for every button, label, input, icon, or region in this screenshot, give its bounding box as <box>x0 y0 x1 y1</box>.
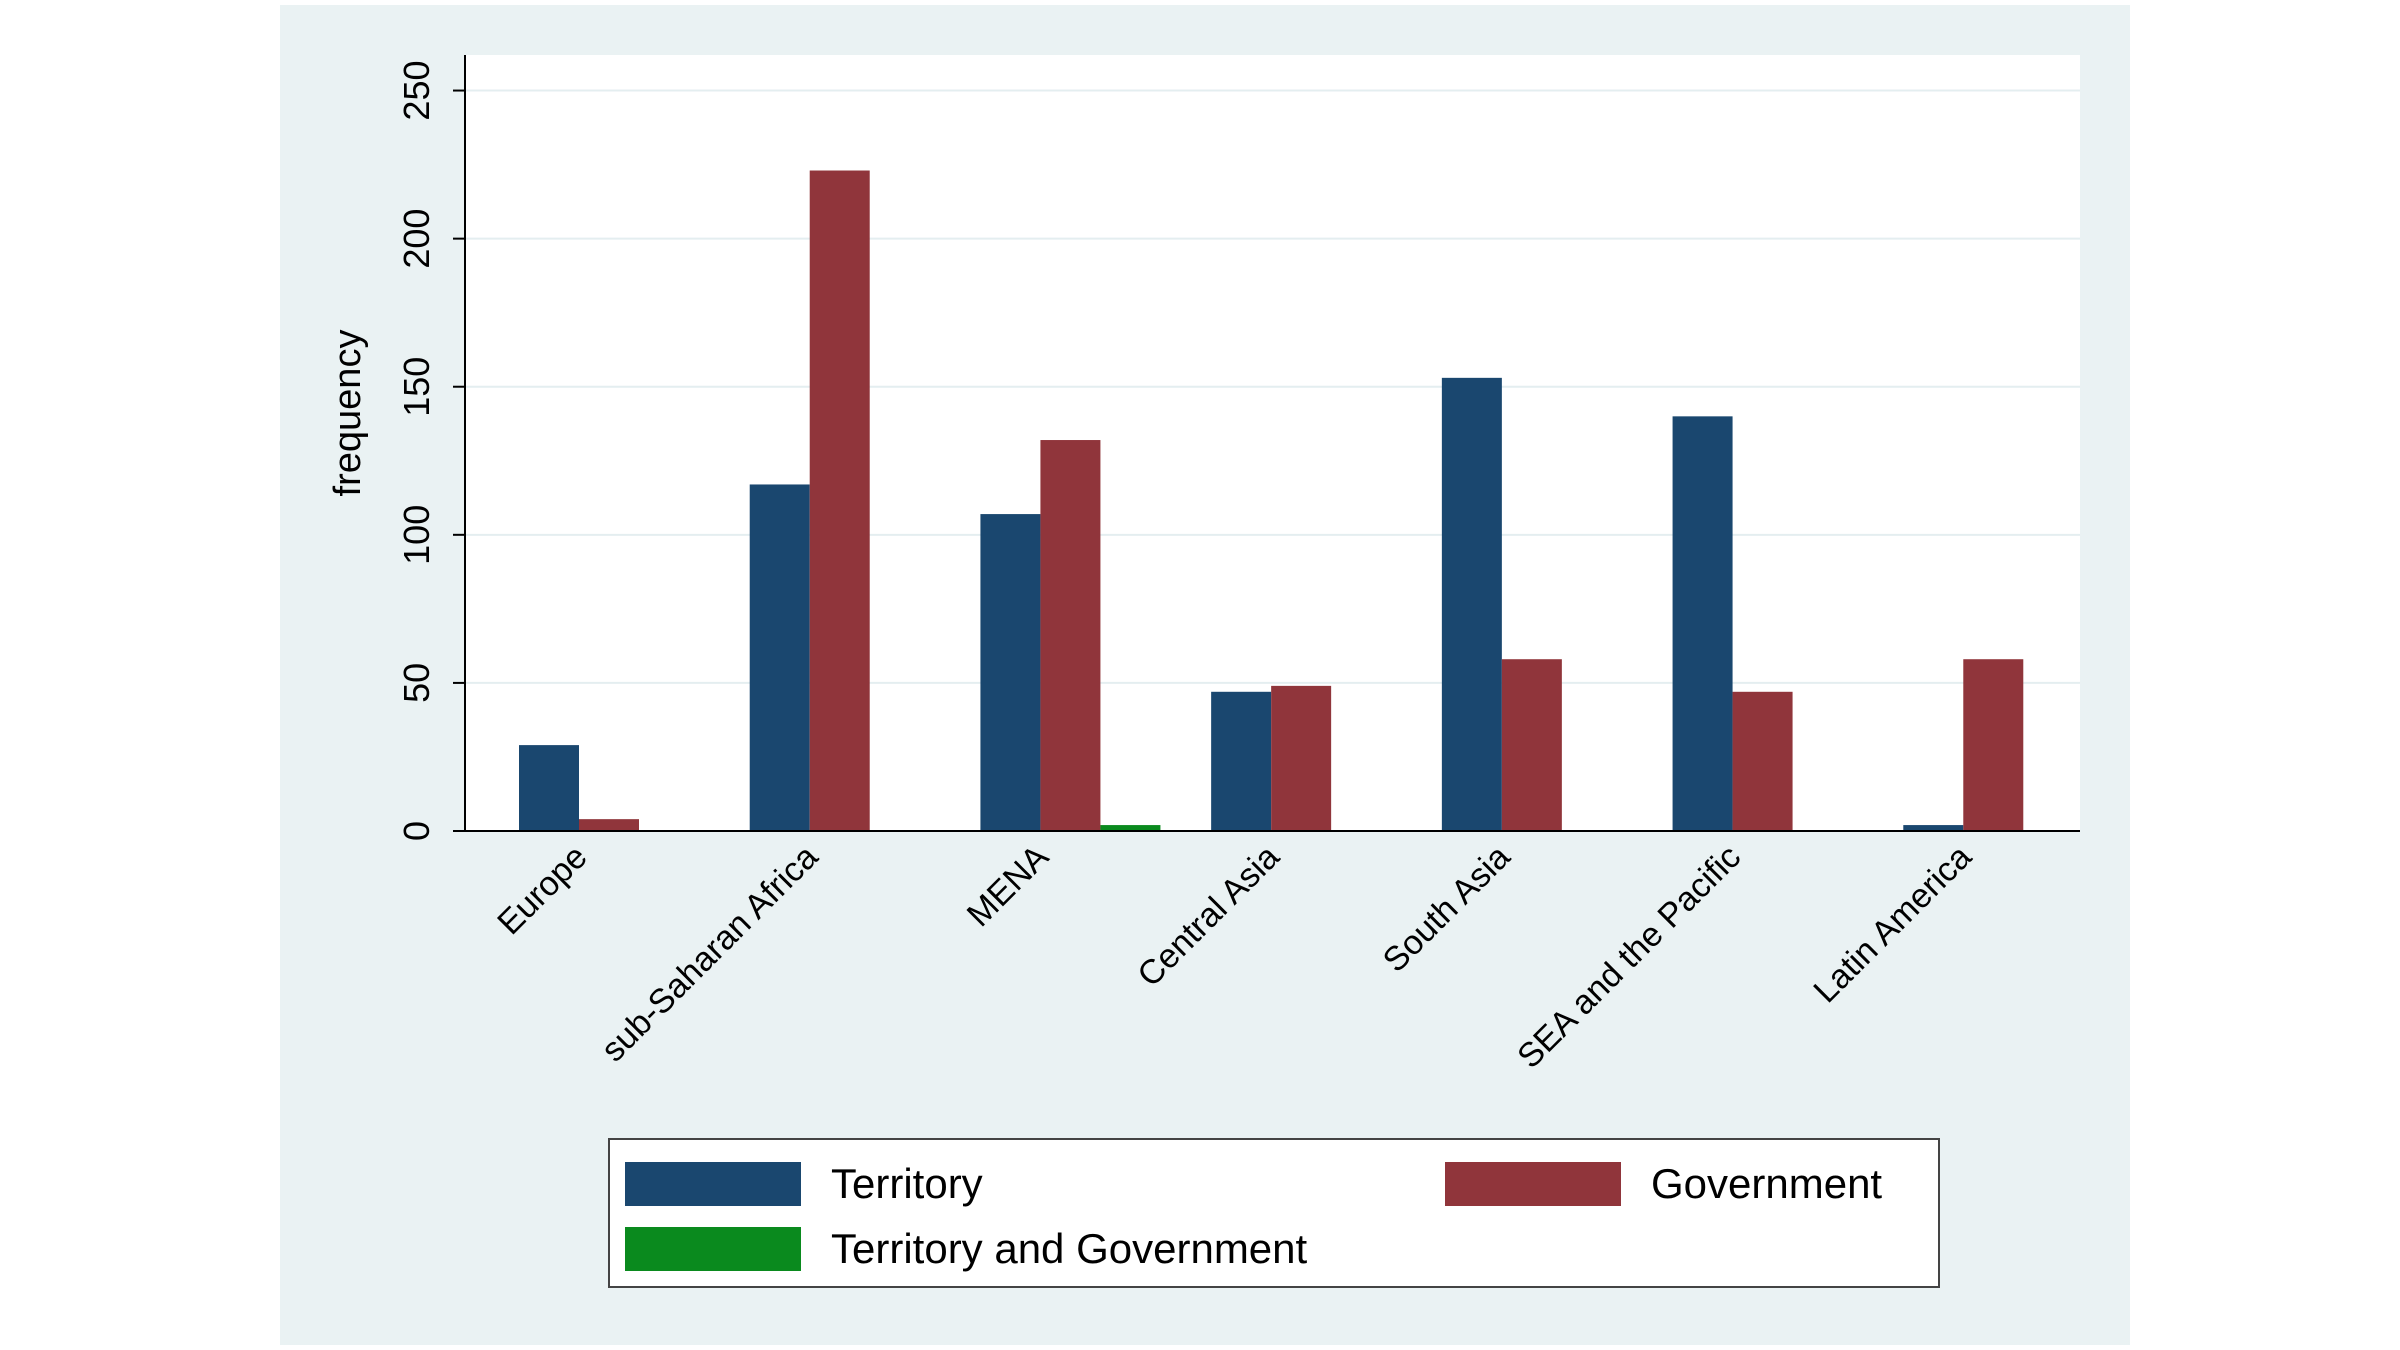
bar-chart: 0 50 100 150 200 250 Europe sub-Saharan Africa M… <box>327 55 2080 1076</box>
legend-swatch-territory-and-government <box>625 1227 801 1271</box>
category-label-central-asia: Central Asia <box>1130 838 1287 995</box>
bar-territory-central-asia <box>1211 691 1272 831</box>
category-label-europe: Europe <box>490 838 594 942</box>
legend-swatch-territory <box>625 1162 801 1206</box>
legend-label-territory: Territory <box>831 1160 983 1207</box>
bar-territory-europe <box>519 745 579 831</box>
legend-label-territory-and-government: Territory and Government <box>831 1225 1308 1272</box>
bar-government-europe <box>579 819 639 831</box>
legend-item-territory-and-government: Territory and Government <box>625 1225 1307 1273</box>
bar-territory-mena <box>980 514 1041 831</box>
y-tick-label-150: 150 <box>396 357 437 417</box>
y-tick-label-200: 200 <box>396 209 437 269</box>
bar-territory-latin-america <box>1903 825 1964 831</box>
y-tick-label-100: 100 <box>396 505 437 565</box>
bar-government-sea-and-the-pacific <box>1732 691 1793 831</box>
category-label-south-asia: South Asia <box>1376 838 1518 980</box>
y-tick-label-0: 0 <box>396 821 437 841</box>
bar-government-central-asia <box>1271 685 1332 831</box>
bar-government-mena <box>1040 440 1101 831</box>
y-tick-label-250: 250 <box>396 61 437 121</box>
y-tick-label-50: 50 <box>396 663 437 703</box>
category-label-latin-america: Latin America <box>1806 838 1979 1011</box>
bar-government-latin-america <box>1963 659 2024 831</box>
legend-swatch-government <box>1445 1162 1621 1206</box>
chart-figure: 0 50 100 150 200 250 Europe sub-Saharan Africa M… <box>280 5 2130 1345</box>
bar-territory-and-government-mena <box>1100 825 1161 831</box>
bar-territory-south-asia <box>1441 377 1502 831</box>
category-label-mena: MENA <box>960 838 1057 935</box>
y-axis-label: frequency <box>327 330 369 497</box>
category-label-sub-saharan-africa: sub-Saharan Africa <box>594 838 825 1069</box>
bar-territory-sub-saharan-africa <box>749 484 810 831</box>
category-label-sea-and-the-pacific: SEA and the Pacific <box>1510 838 1748 1076</box>
legend-item-government: Government <box>1445 1160 1882 1208</box>
legend: Territory Government Territory and Gover… <box>608 1138 1940 1288</box>
bar-government-south-asia <box>1501 659 1562 831</box>
bar-territory-sea-and-the-pacific <box>1672 416 1733 831</box>
legend-item-territory: Territory <box>625 1160 983 1208</box>
bar-government-sub-saharan-africa <box>809 170 870 831</box>
legend-label-government: Government <box>1651 1160 1883 1207</box>
